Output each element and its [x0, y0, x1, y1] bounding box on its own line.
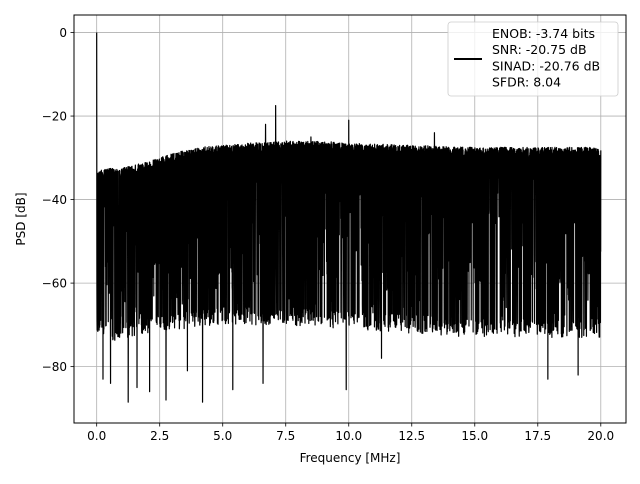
x-tick-label: 12.5 [398, 429, 425, 443]
x-tick-label: 17.5 [524, 429, 551, 443]
x-tick-label: 10.0 [335, 429, 362, 443]
legend-entry: SFDR: 8.04 [492, 75, 561, 90]
y-tick-label: −20 [42, 110, 67, 124]
x-axis-label: Frequency [MHz] [300, 451, 401, 465]
y-axis-label: PSD [dB] [14, 192, 28, 245]
y-tick-label: 0 [59, 26, 67, 40]
x-tick-label: 5.0 [213, 429, 232, 443]
x-tick-label: 0.0 [87, 429, 106, 443]
x-tick-label: 20.0 [587, 429, 614, 443]
x-axis: 0.0 2.5 5.0 7.5 10.0 12.5 15.0 17.5 20.0 [87, 423, 614, 443]
y-axis: 0 −20 −40 −60 −80 [42, 26, 74, 374]
y-tick-label: −60 [42, 277, 67, 291]
legend-entry: SNR: -20.75 dB [492, 42, 587, 57]
legend-entry: ENOB: -3.74 bits [492, 26, 595, 41]
psd-series-line [96, 32, 602, 403]
x-tick-label: 15.0 [461, 429, 488, 443]
legend-entry: SINAD: -20.76 dB [492, 58, 600, 73]
legend-box [447, 21, 619, 97]
x-tick-label: 7.5 [276, 429, 295, 443]
x-tick-label: 2.5 [150, 429, 169, 443]
y-tick-label: −80 [42, 360, 67, 374]
y-tick-label: −40 [42, 193, 67, 207]
data-layer [96, 32, 602, 403]
plot-frame [73, 14, 627, 424]
